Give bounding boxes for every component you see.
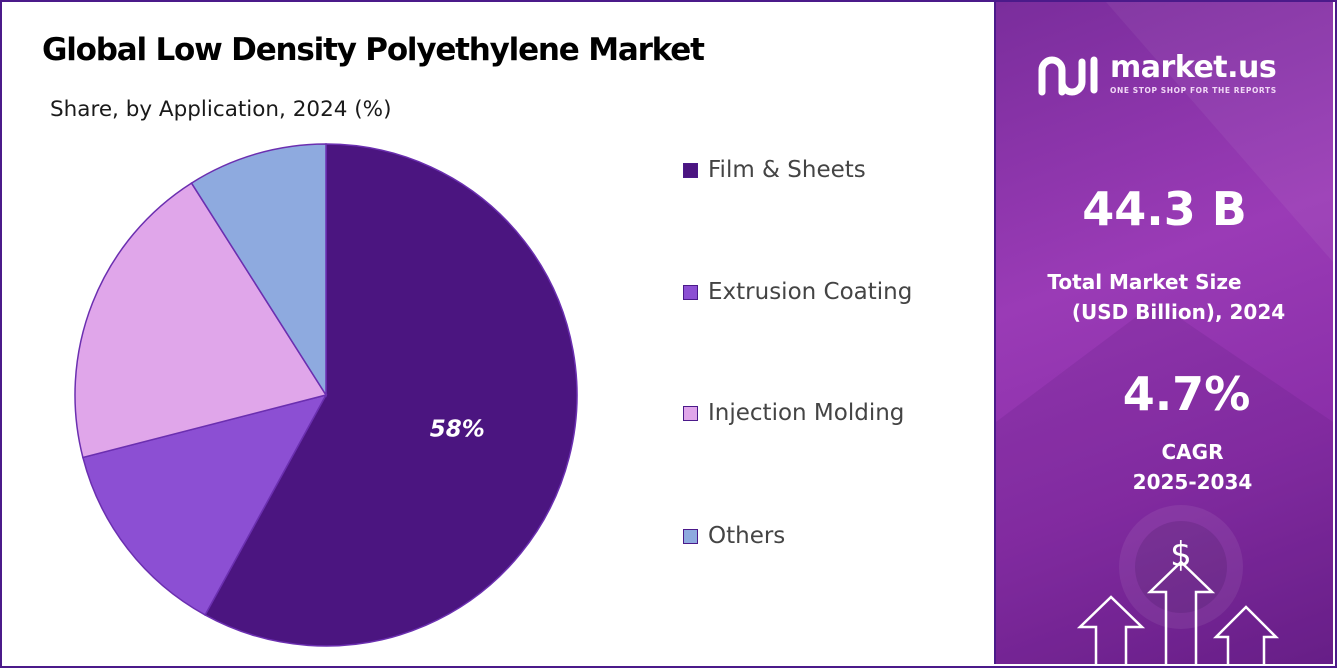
chart-subtitle: Share, by Application, 2024 (%) (50, 97, 392, 122)
legend-item-others: Others (683, 523, 785, 549)
panel-divider (994, 2, 996, 664)
market-size-label-line2: (USD Billion), 2024 (1071, 300, 1286, 324)
legend-item-injection-molding: Injection Molding (683, 400, 904, 426)
chart-title: Global Low Density Polyethylene Market (42, 32, 705, 68)
legend-label-injection-molding: Injection Molding (708, 400, 905, 426)
brand-name: market.us (1110, 50, 1277, 85)
pie-slice-film-sheets (204, 143, 578, 647)
cagr-period: 2025-2034 (1132, 470, 1253, 494)
legend-label-extrusion-coating: Extrusion Coating (708, 279, 913, 305)
legend-swatch-injection-molding (683, 405, 698, 421)
market-size-value: 44.3 B (1082, 182, 1247, 236)
dollar-symbol: $ (1170, 535, 1192, 575)
market-size-label-line1: Total Market Size (1047, 270, 1242, 294)
pie-slice-extrusion-coating (81, 393, 328, 616)
chart-panel: Global Low Density Polyethylene Market S… (2, 2, 994, 664)
cagr-label: CAGR (1161, 440, 1224, 464)
legend-item-extrusion-coating: Extrusion Coating (683, 279, 912, 305)
legend-label-film-sheets: Film & Sheets (708, 157, 866, 183)
market-us-logo-icon (1038, 56, 1098, 96)
pie-data-label-film-sheets: 58% (430, 417, 485, 443)
legend-label-others: Others (708, 523, 786, 549)
pie-slice-others (190, 143, 327, 398)
background-decoration (996, 2, 1333, 664)
growth-arrows-icon: $ (1076, 535, 1280, 664)
legend-item-film-sheets: Film & Sheets (683, 157, 866, 183)
legend-swatch-others (683, 528, 698, 544)
stats-panel: market.us ONE STOP SHOP FOR THE REPORTS … (996, 2, 1333, 664)
legend-swatch-film-sheets (683, 162, 698, 178)
cagr-value: 4.7% (1122, 367, 1251, 421)
brand-tagline: ONE STOP SHOP FOR THE REPORTS (1110, 86, 1277, 95)
brand-logo: market.us ONE STOP SHOP FOR THE REPORTS (1036, 52, 1277, 96)
legend-swatch-extrusion-coating (683, 284, 698, 300)
pie-chart: 58% (74, 143, 578, 647)
pie-slice-injection-molding (74, 182, 328, 459)
